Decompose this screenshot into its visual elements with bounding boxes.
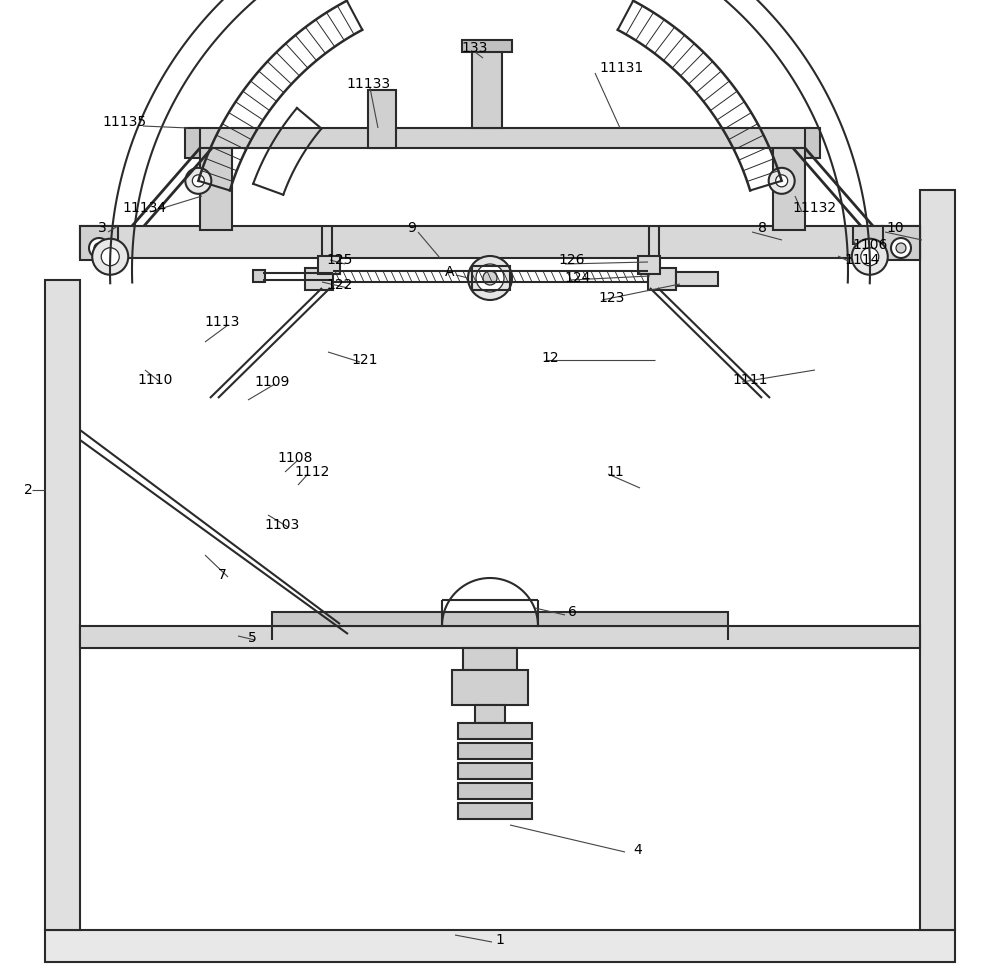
Text: 9: 9	[408, 221, 416, 235]
Text: 1103: 1103	[264, 518, 300, 532]
Bar	[458, 783, 532, 799]
Text: 1106: 1106	[852, 238, 888, 252]
Circle shape	[468, 256, 512, 300]
Bar	[318, 256, 340, 274]
Bar	[458, 723, 532, 739]
Bar	[472, 48, 502, 128]
Text: 1: 1	[496, 933, 504, 947]
Text: 6: 6	[568, 605, 576, 619]
Bar	[80, 226, 920, 258]
Text: 4: 4	[634, 843, 642, 857]
Text: 1109: 1109	[254, 375, 290, 389]
Text: 11: 11	[606, 465, 624, 479]
Text: 8: 8	[758, 221, 766, 235]
Text: 1113: 1113	[204, 315, 240, 329]
Bar	[458, 803, 532, 819]
Circle shape	[861, 248, 879, 266]
Text: A: A	[445, 265, 455, 279]
Text: 3: 3	[98, 221, 106, 235]
Bar	[638, 256, 660, 274]
Text: 2: 2	[24, 483, 32, 497]
Bar	[458, 763, 532, 779]
Circle shape	[476, 264, 504, 292]
Bar	[853, 226, 883, 244]
Circle shape	[896, 243, 906, 253]
Text: 10: 10	[886, 221, 904, 235]
Text: 11133: 11133	[346, 77, 390, 91]
Text: 122: 122	[327, 278, 353, 292]
Text: 121: 121	[352, 353, 378, 367]
Text: 1114: 1114	[844, 253, 880, 267]
Bar	[185, 128, 200, 158]
Bar	[200, 148, 232, 230]
Text: 1110: 1110	[137, 373, 173, 387]
Circle shape	[776, 174, 788, 187]
Text: 11132: 11132	[793, 201, 837, 215]
Text: 1112: 1112	[294, 465, 330, 479]
Text: 124: 124	[565, 271, 591, 285]
Text: 1111: 1111	[732, 373, 768, 387]
Bar	[272, 612, 728, 626]
Circle shape	[852, 238, 888, 275]
Bar	[452, 670, 528, 705]
Text: 5: 5	[248, 631, 256, 645]
Text: 7: 7	[218, 568, 226, 582]
Circle shape	[101, 248, 119, 266]
Bar	[920, 190, 955, 930]
Text: 11131: 11131	[600, 61, 644, 75]
Circle shape	[891, 238, 911, 258]
Circle shape	[483, 271, 497, 285]
Circle shape	[94, 243, 104, 253]
Bar	[676, 272, 718, 286]
Text: 1108: 1108	[277, 451, 313, 465]
Text: 12: 12	[541, 351, 559, 365]
Text: 11135: 11135	[103, 115, 147, 129]
Text: 133: 133	[462, 41, 488, 55]
Bar	[648, 268, 676, 290]
Bar	[773, 148, 805, 230]
Bar	[45, 280, 80, 930]
Bar	[368, 90, 396, 148]
Bar	[472, 266, 510, 290]
Bar	[463, 648, 517, 670]
Bar	[882, 226, 920, 260]
Circle shape	[89, 238, 109, 258]
Bar	[195, 128, 810, 148]
Bar	[253, 270, 265, 282]
Bar	[305, 268, 333, 290]
Circle shape	[769, 168, 795, 194]
Text: 125: 125	[327, 253, 353, 267]
Bar	[475, 705, 505, 723]
Text: 11134: 11134	[123, 201, 167, 215]
Bar	[80, 226, 118, 260]
Text: 126: 126	[559, 253, 585, 267]
Bar	[45, 930, 955, 962]
Circle shape	[192, 174, 204, 187]
Circle shape	[185, 168, 211, 194]
Bar	[462, 40, 512, 52]
Bar	[805, 128, 820, 158]
Bar	[458, 743, 532, 759]
Bar	[80, 626, 920, 648]
Text: 123: 123	[599, 291, 625, 305]
Circle shape	[92, 238, 128, 275]
